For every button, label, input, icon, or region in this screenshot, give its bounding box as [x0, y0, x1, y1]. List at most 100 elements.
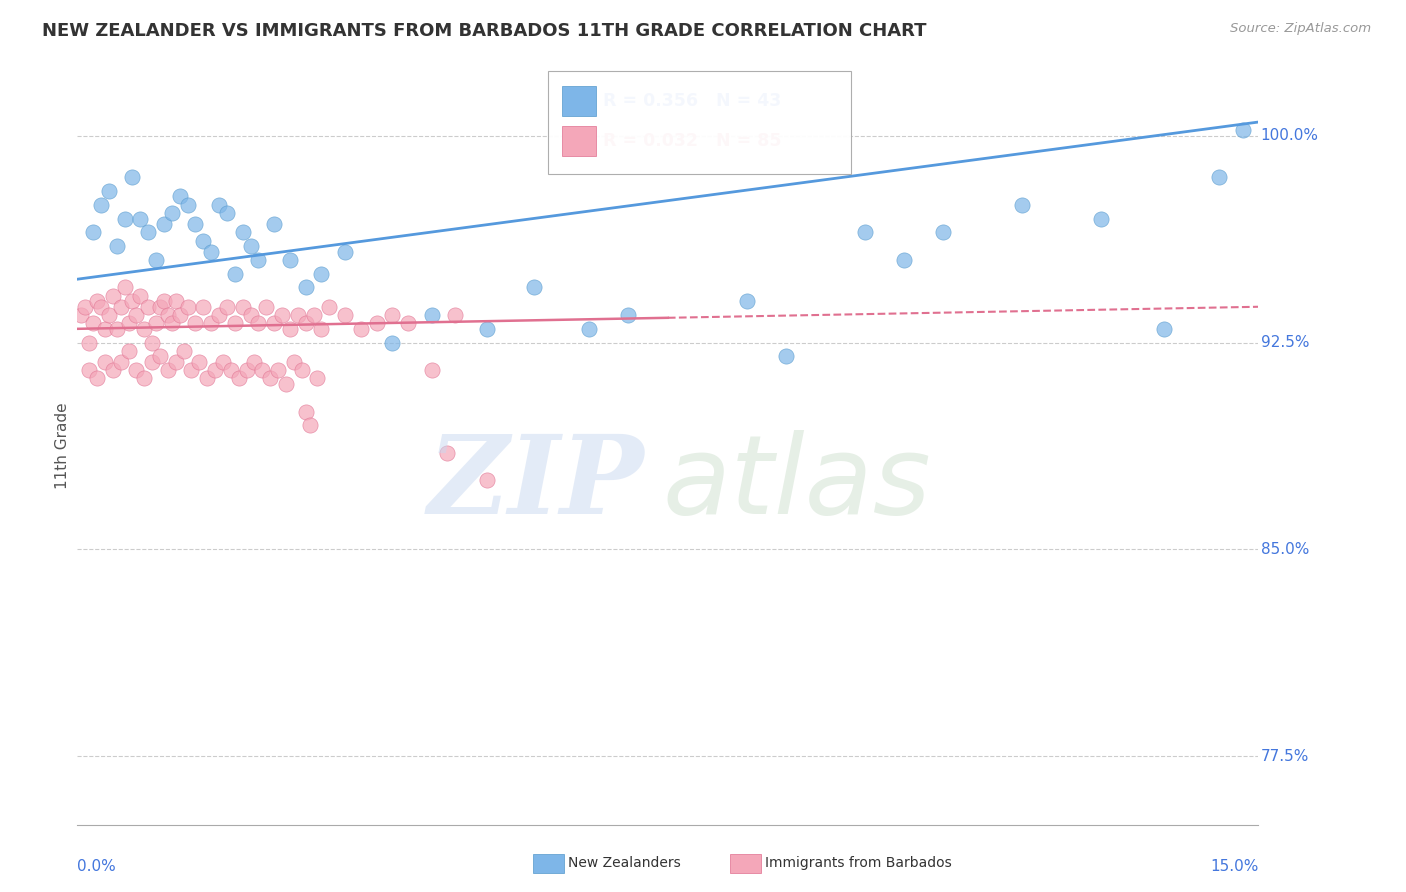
- Point: [578, 322, 600, 336]
- Point: [259, 371, 281, 385]
- Point: [247, 252, 270, 267]
- Point: [311, 267, 333, 281]
- Point: [1208, 170, 1230, 185]
- Point: [291, 363, 314, 377]
- Point: [110, 300, 132, 314]
- Point: [169, 308, 191, 322]
- Point: [195, 371, 218, 385]
- Text: R = 0.032   N = 85: R = 0.032 N = 85: [603, 132, 782, 150]
- Point: [153, 294, 176, 309]
- Point: [775, 350, 797, 364]
- Point: [219, 363, 242, 377]
- Point: [263, 316, 285, 330]
- Point: [114, 211, 136, 226]
- Point: [475, 474, 498, 488]
- Point: [134, 322, 156, 336]
- Point: [114, 280, 136, 294]
- Point: [215, 206, 238, 220]
- Point: [208, 198, 231, 212]
- Point: [853, 225, 876, 239]
- Point: [239, 308, 262, 322]
- Text: R = 0.356   N = 43: R = 0.356 N = 43: [603, 92, 782, 110]
- Point: [1011, 198, 1033, 212]
- Point: [160, 316, 183, 330]
- Text: 77.5%: 77.5%: [1261, 748, 1309, 764]
- Point: [184, 217, 207, 231]
- Point: [247, 316, 270, 330]
- Point: [125, 308, 148, 322]
- Point: [932, 225, 955, 239]
- Text: 92.5%: 92.5%: [1261, 335, 1309, 350]
- Point: [94, 355, 117, 369]
- Point: [160, 206, 183, 220]
- Point: [82, 316, 104, 330]
- Point: [381, 335, 404, 350]
- Point: [278, 252, 301, 267]
- Point: [70, 308, 93, 322]
- Point: [420, 308, 443, 322]
- Point: [97, 308, 120, 322]
- Point: [176, 300, 198, 314]
- Point: [90, 198, 112, 212]
- Point: [75, 300, 97, 314]
- Point: [153, 217, 176, 231]
- Point: [318, 300, 340, 314]
- Point: [294, 316, 316, 330]
- Point: [149, 300, 172, 314]
- Point: [82, 225, 104, 239]
- Point: [136, 225, 159, 239]
- Point: [77, 363, 100, 377]
- Point: [396, 316, 419, 330]
- Point: [287, 308, 309, 322]
- Point: [117, 316, 139, 330]
- Point: [215, 300, 238, 314]
- Point: [200, 244, 222, 259]
- Point: [141, 355, 163, 369]
- Point: [235, 363, 257, 377]
- Text: Immigrants from Barbados: Immigrants from Barbados: [765, 856, 952, 871]
- Point: [101, 289, 124, 303]
- Point: [1232, 123, 1254, 137]
- Point: [134, 371, 156, 385]
- Point: [145, 252, 167, 267]
- Point: [232, 225, 254, 239]
- Point: [176, 198, 198, 212]
- Point: [94, 322, 117, 336]
- Point: [224, 316, 246, 330]
- Point: [169, 189, 191, 203]
- Point: [735, 294, 758, 309]
- Point: [184, 316, 207, 330]
- Point: [283, 355, 305, 369]
- Point: [294, 404, 316, 418]
- Point: [311, 322, 333, 336]
- Point: [224, 267, 246, 281]
- Point: [165, 355, 187, 369]
- Point: [232, 300, 254, 314]
- Point: [77, 335, 100, 350]
- Point: [267, 363, 290, 377]
- Point: [420, 363, 443, 377]
- Point: [188, 355, 211, 369]
- Point: [136, 300, 159, 314]
- Point: [302, 308, 325, 322]
- Point: [204, 363, 226, 377]
- Point: [893, 252, 915, 267]
- Text: 85.0%: 85.0%: [1261, 542, 1309, 557]
- Point: [278, 322, 301, 336]
- Text: ZIP: ZIP: [427, 430, 644, 538]
- Point: [617, 308, 640, 322]
- Point: [105, 239, 128, 253]
- Point: [117, 343, 139, 358]
- Point: [333, 244, 356, 259]
- Point: [86, 294, 108, 309]
- Point: [523, 280, 546, 294]
- Point: [208, 308, 231, 322]
- Text: 100.0%: 100.0%: [1261, 128, 1319, 144]
- Point: [193, 234, 215, 248]
- Point: [475, 322, 498, 336]
- Point: [381, 308, 404, 322]
- Point: [86, 371, 108, 385]
- Point: [333, 308, 356, 322]
- Point: [200, 316, 222, 330]
- Point: [156, 308, 179, 322]
